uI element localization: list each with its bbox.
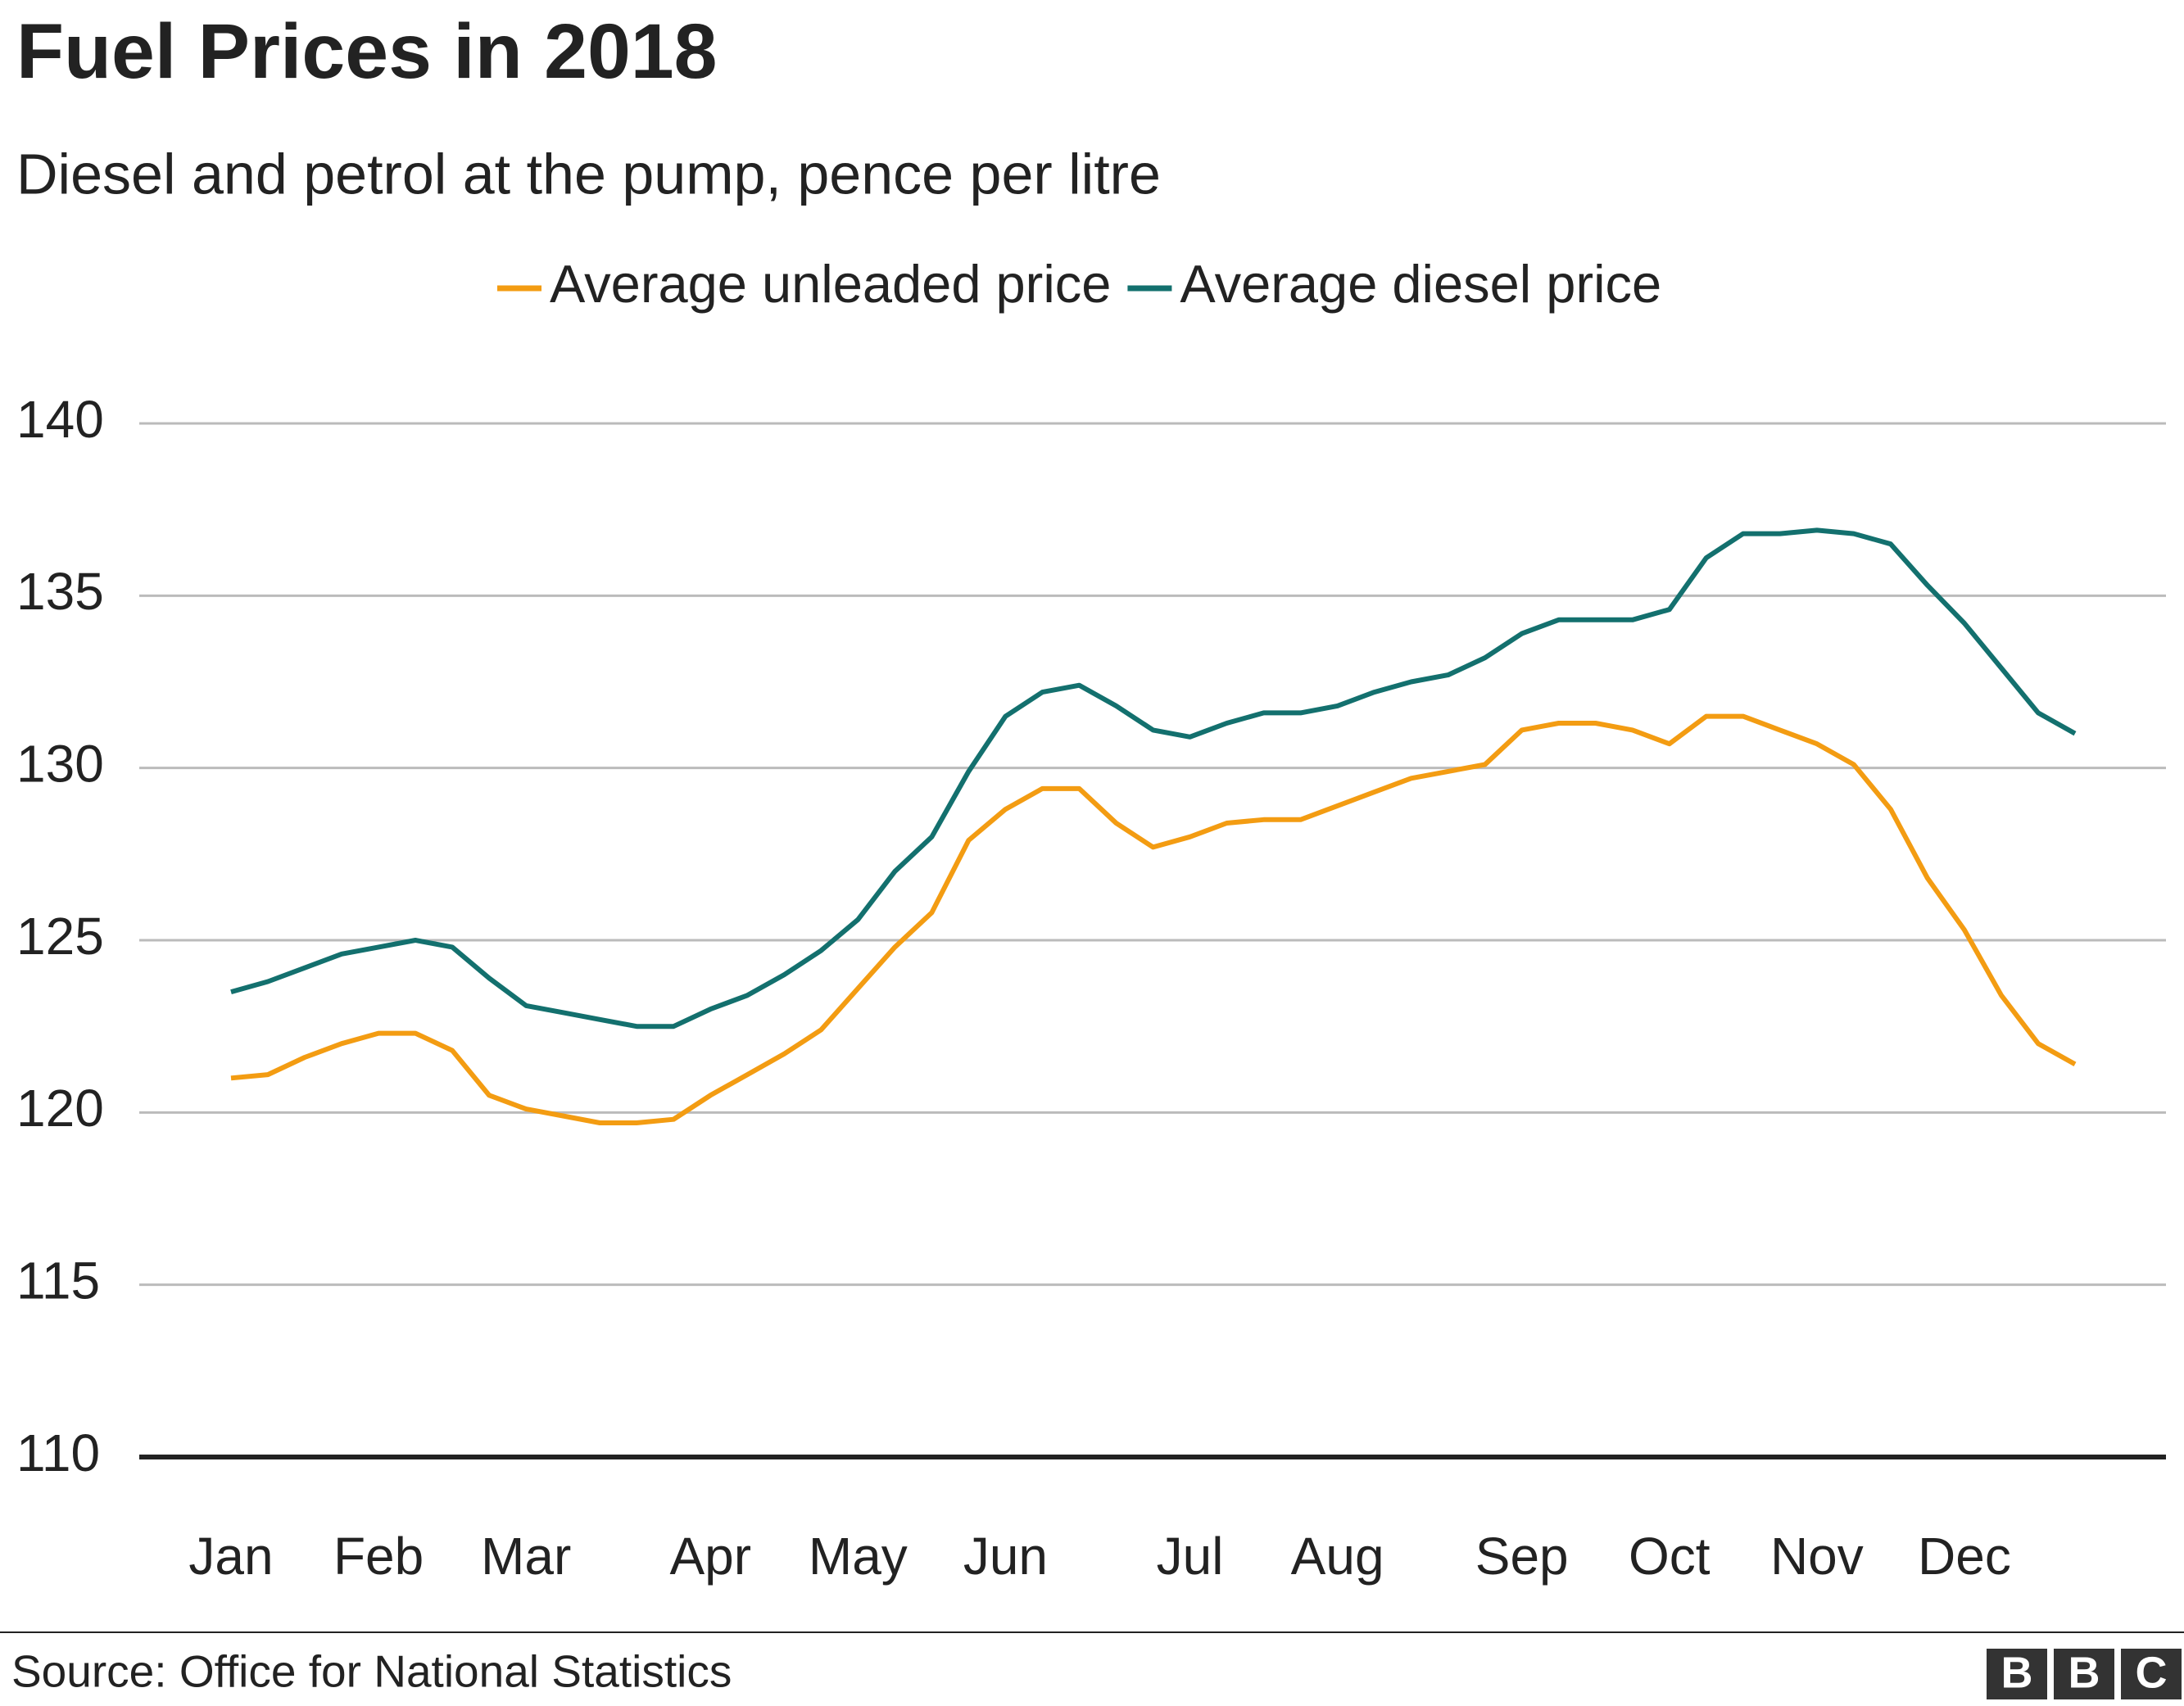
x-tick-label: Sep [1475, 1527, 1569, 1586]
x-tick-label: Feb [333, 1527, 424, 1586]
logo-letter: B [2001, 1648, 2033, 1697]
x-tick-label: Jul [1157, 1527, 1224, 1586]
x-tick-label: May [809, 1527, 908, 1586]
x-tick-label: Jun [963, 1527, 1048, 1586]
y-tick-label: 135 [16, 562, 104, 621]
chart-title: Fuel Prices in 2018 [16, 8, 717, 95]
x-tick-label: Oct [1629, 1527, 1710, 1586]
chart-subtitle: Diesel and petrol at the pump, pence per… [16, 142, 1161, 206]
logo-letter: C [2136, 1648, 2168, 1697]
legend-label: Average unleaded price [550, 254, 1111, 314]
series-line [230, 713, 2077, 1125]
logo-block [1987, 1649, 2047, 1699]
logo-block [2054, 1649, 2114, 1699]
y-tick-label: 120 [16, 1079, 104, 1138]
logo-block [2121, 1649, 2182, 1699]
y-tick-label: 130 [16, 735, 104, 794]
x-tick-label: Mar [481, 1527, 571, 1586]
y-tick-label: 140 [16, 390, 104, 449]
x-tick-label: Aug [1291, 1527, 1384, 1586]
logo-letter: B [2068, 1648, 2100, 1697]
y-tick-label: 115 [16, 1251, 100, 1310]
x-tick-label: Dec [1918, 1527, 2011, 1586]
y-tick-label: 110 [16, 1423, 100, 1482]
x-tick-label: Apr [669, 1527, 751, 1586]
x-tick-label: Jan [188, 1527, 273, 1586]
y-tick-label: 125 [16, 907, 104, 966]
legend-label: Average diesel price [1180, 254, 1661, 314]
x-tick-label: Nov [1770, 1527, 1864, 1586]
series-line [230, 527, 2077, 1029]
source: Source: Office for National Statistics [11, 1646, 732, 1697]
